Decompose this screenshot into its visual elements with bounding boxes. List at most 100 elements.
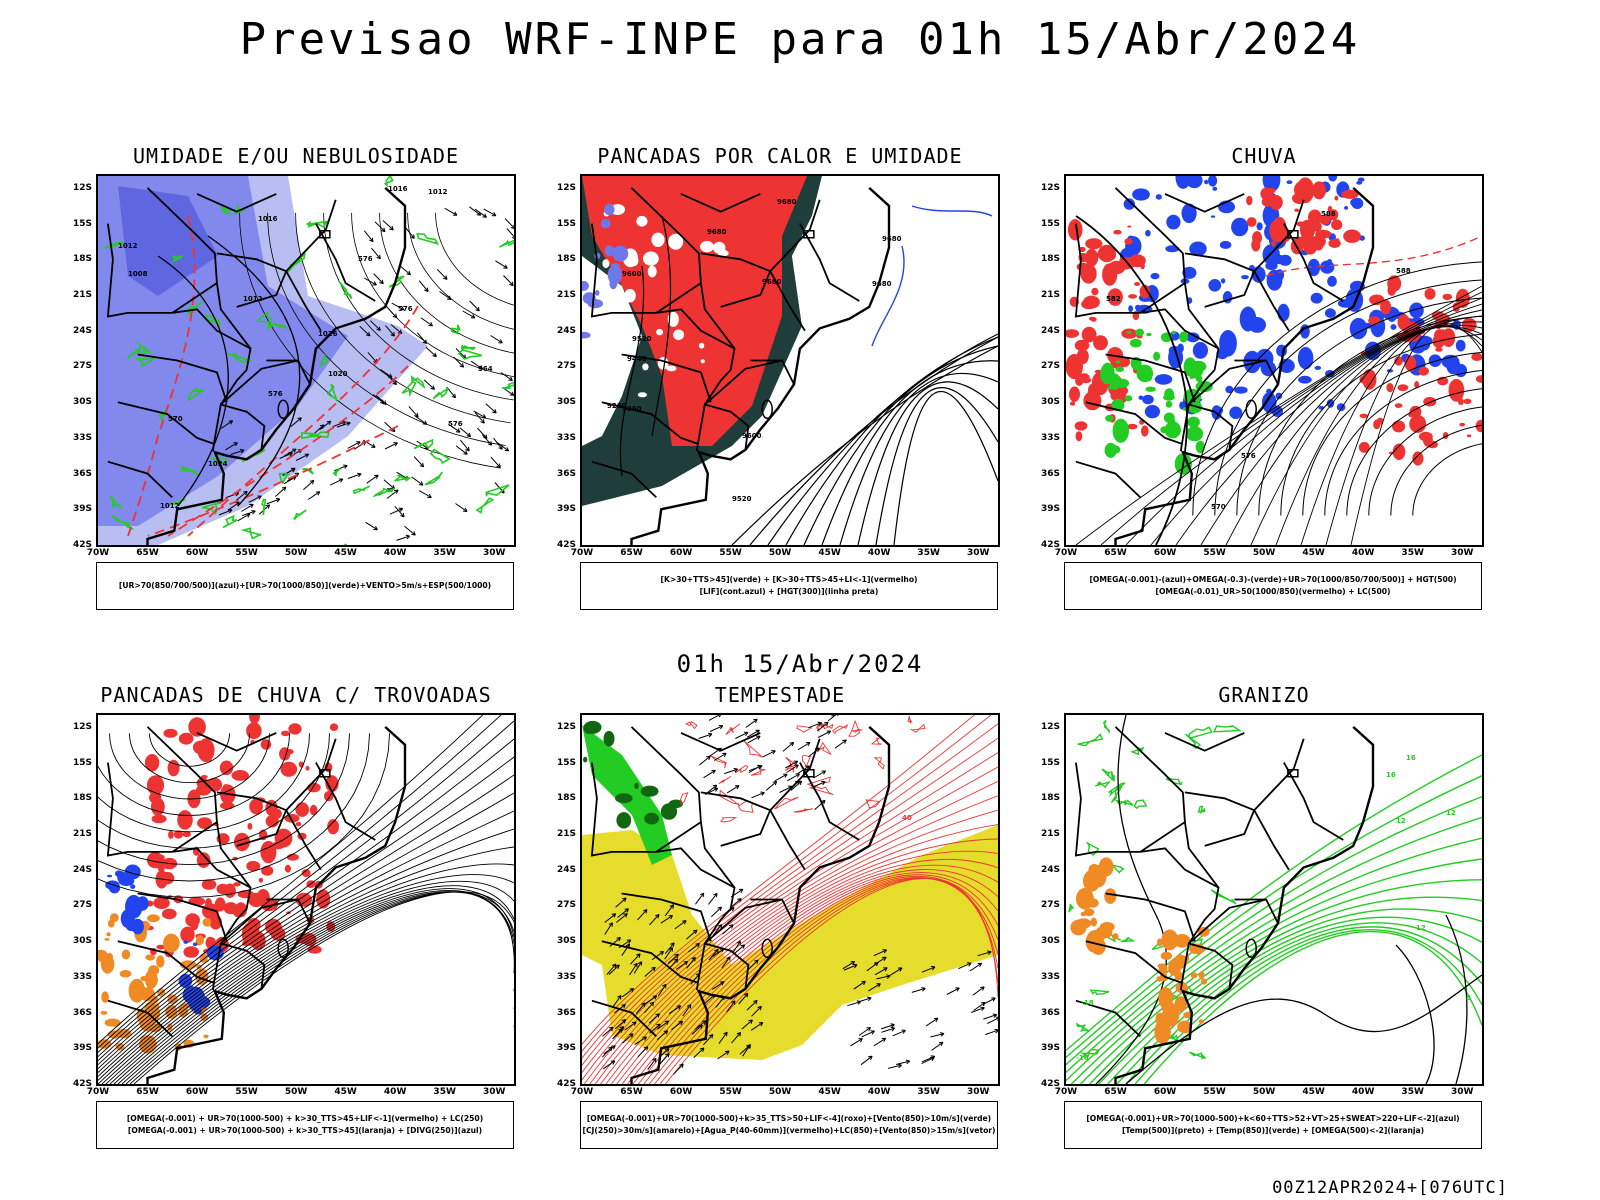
latitude-tick-label: 27S	[556, 361, 576, 372]
longitude-tick-label: 55W	[235, 1087, 258, 1097]
longitude-tick-label: 60W	[185, 548, 209, 558]
latitude-tick-label: 30S	[556, 936, 576, 947]
legend-box: [OMEGA(-0.001)+UR>70(1000-500)+k>35_TTS>…	[580, 1101, 998, 1149]
longitude-tick-label: 50W	[284, 548, 308, 558]
latitude-tick-label: 15S	[556, 757, 576, 768]
contour-label: 564	[478, 365, 493, 373]
longitude-tick-label: 50W	[1252, 1087, 1276, 1097]
longitude-tick-label: 50W	[284, 1087, 308, 1097]
longitude-tick-label: 55W	[719, 1087, 742, 1097]
latitude-axis: 12S 15S 18S 21S 24S 27S 30S 33S 36S 39S 42S	[66, 713, 96, 1089]
latitude-tick-label: 24S	[556, 864, 576, 875]
run-timestamp: 00Z12APR2024+[076UTC]	[1272, 1178, 1508, 1198]
latitude-tick-label: 21S	[1040, 829, 1060, 840]
legend-line: [UR>70(850/700/500)](azul)+[UR>70(1000/8…	[118, 581, 492, 590]
longitude-tick-label: 45W	[1302, 548, 1325, 558]
panel-tempestade: TEMPESTADE 12S 15S 18S 21S 24S 27S 30S 33S 36S 39S…	[550, 683, 1010, 1173]
latitude-tick-label: 39S	[72, 1043, 92, 1054]
longitude-axis: 70W 65W 60W 55W 50W 45W 40W 35W 30W	[1055, 1087, 1484, 1101]
latitude-tick-label: 36S	[1040, 468, 1060, 479]
latitude-tick-label: 12S	[556, 721, 576, 732]
longitude-tick-label: 40W	[383, 1087, 407, 1097]
latitude-tick-label: 39S	[72, 504, 92, 515]
latitude-tick-label: 33S	[72, 432, 92, 443]
latitude-tick-label: 15S	[72, 757, 92, 768]
map-layer: 40	[582, 715, 998, 1084]
panel-title: UMIDADE E/OU NEBULOSIDADE	[132, 144, 460, 168]
longitude-tick-label: 45W	[1302, 1087, 1325, 1097]
contour-label: 576	[268, 390, 283, 398]
panel-title: GRANIZO	[1218, 683, 1310, 707]
legend-line: [OMEGA(-0.01)_UR>50(1000/850)(vermelho) …	[1155, 587, 1391, 596]
map-layer	[98, 715, 514, 1084]
contour-label: 1012	[428, 188, 448, 196]
longitude-tick-label: 35W	[433, 1087, 456, 1097]
main-title: Previsao WRF-INPE para 01h 15/Abr/2024	[239, 14, 1361, 65]
forecast-map: 16 16 12 12 12 8 -18 -16	[1064, 713, 1484, 1086]
contour-label: 1016	[258, 215, 278, 223]
longitude-tick-label: 40W	[383, 548, 407, 558]
latitude-tick-label: 18S	[72, 254, 92, 265]
forecast-map: 588 588 582 576 570	[1064, 174, 1484, 547]
longitude-tick-label: 30W	[966, 1087, 990, 1097]
longitude-tick-label: 70W	[86, 548, 110, 558]
longitude-tick-label: 45W	[334, 548, 357, 558]
legend-line: [Temp(500)](preto) + [Temp(850)](verde) …	[1121, 1126, 1425, 1135]
latitude-tick-label: 33S	[72, 971, 92, 982]
latitude-tick-label: 39S	[1040, 1043, 1060, 1054]
contour-label: 570	[1211, 503, 1226, 511]
latitude-tick-label: 24S	[72, 864, 92, 875]
panel-title: PANCADAS POR CALOR E UMIDADE	[597, 144, 963, 168]
contour-label: 9520	[732, 495, 752, 503]
legend-line: [K>30+TTS>45](verde) + [K>30+TTS>45+LI<-…	[660, 575, 918, 584]
latitude-tick-label: 30S	[1040, 397, 1060, 408]
longitude-tick-label: 50W	[1252, 548, 1276, 558]
longitude-tick-label: 70W	[86, 1087, 110, 1097]
latitude-tick-label: 18S	[72, 793, 92, 804]
latitude-tick-label: 42S	[556, 540, 576, 550]
panel-trovoadas: PANCADAS DE CHUVA C/ TROVOADAS 12S 15S 18S 2…	[66, 683, 526, 1173]
latitude-tick-label: 27S	[72, 900, 92, 911]
contour-label: 16	[1406, 754, 1416, 762]
contour-label: 1008	[128, 270, 148, 278]
latitude-tick-label: 12S	[1040, 721, 1060, 732]
longitude-tick-label: 55W	[1203, 1087, 1226, 1097]
contour-label: 1016	[318, 330, 338, 338]
panel-chuva: CHUVA 12S 15S 18S 21S 24S 27S 30S 33S 36S 39S 42S 58…	[1034, 144, 1494, 634]
panel-title: TEMPESTADE	[714, 683, 846, 707]
latitude-tick-label: 33S	[556, 432, 576, 443]
latitude-tick-label: 36S	[72, 1007, 92, 1018]
latitude-tick-label: 21S	[72, 290, 92, 301]
longitude-tick-label: 45W	[818, 1087, 841, 1097]
contour-label: 1020	[328, 370, 348, 378]
contour-label: 9600	[742, 432, 762, 440]
panel-granizo: GRANIZO 12S 15S 18S 21S 24S 27S 30S 33S 36S 39S 42S…	[1034, 683, 1494, 1173]
longitude-axis: 70W 65W 60W 55W 50W 45W 40W 35W 30W	[571, 548, 1000, 562]
longitude-tick-label: 70W	[1054, 1087, 1078, 1097]
latitude-axis: 12S 15S 18S 21S 24S 27S 30S 33S 36S 39S 42S	[550, 713, 580, 1089]
latitude-tick-label: 30S	[556, 397, 576, 408]
contour-label: 588	[1321, 210, 1336, 218]
contour-label: 8	[1466, 994, 1471, 1002]
longitude-tick-label: 35W	[917, 548, 940, 558]
contour-label: 9360	[622, 405, 642, 413]
contour-label: -18	[1081, 999, 1094, 1007]
latitude-tick-label: 33S	[1040, 971, 1060, 982]
longitude-tick-label: 35W	[1401, 1087, 1424, 1097]
panel-pancadas-calor: PANCADAS POR CALOR E UMIDADE 12S 15S 18S 21S…	[550, 144, 1010, 634]
longitude-tick-label: 40W	[867, 1087, 891, 1097]
contour-label: 9680	[777, 198, 797, 206]
legend-line: [LIF](cont.azul) + [HGT(300)](linha pret…	[699, 587, 879, 596]
forecast-map: 1012 1016 1012 1008 1012 1016 1020 1024 1012 1016…	[96, 174, 516, 547]
contour-label: 16	[1386, 771, 1396, 779]
contour-label: 570	[168, 415, 183, 423]
latitude-tick-label: 36S	[556, 468, 576, 479]
contour-label: 576	[448, 420, 463, 428]
latitude-tick-label: 42S	[1040, 1079, 1060, 1089]
forecast-map	[96, 713, 516, 1086]
longitude-tick-label: 65W	[136, 548, 159, 558]
latitude-tick-label: 24S	[556, 325, 576, 336]
latitude-tick-label: 27S	[556, 900, 576, 911]
longitude-tick-label: 60W	[185, 1087, 209, 1097]
legend-box: [OMEGA(-0.001)-(azul)+OMEGA(-0.3)-(verde…	[1064, 562, 1482, 610]
